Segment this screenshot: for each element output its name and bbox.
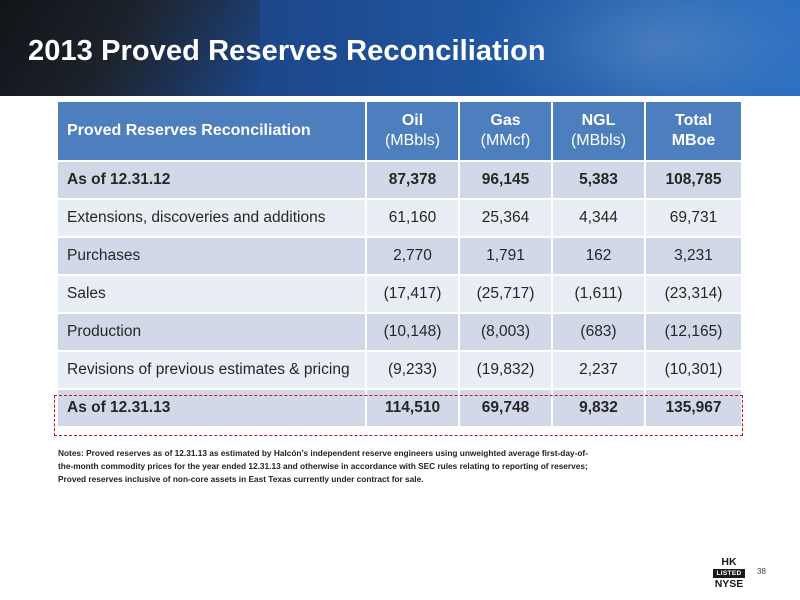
table-row: Production (10,148) (8,003) (683) (12,16… [56,312,743,352]
header-oil-unit: (MBbls) [384,132,441,149]
row-label: Extensions, discoveries and additions [56,198,367,238]
header-ngl-title: NGL [581,112,616,129]
header-total-title: Total [674,112,713,129]
table-row: Revisions of previous estimates & pricin… [56,350,743,390]
cell-gas: (25,717) [458,274,553,314]
table-row: Sales (17,417) (25,717) (1,611) (23,314) [56,274,743,314]
cell-gas: 1,791 [458,236,553,276]
row-label: Sales [56,274,367,314]
logo-exchange: NYSE [714,578,744,590]
logo-ticker: HK [721,556,737,568]
reserves-table: Proved Reserves Reconciliation Oil (MBbl… [56,100,743,428]
cell-oil: 61,160 [365,198,460,238]
cell-oil: (17,417) [365,274,460,314]
cell-oil: 2,770 [365,236,460,276]
cell-ngl: 9,832 [551,388,646,428]
header-gas-unit: (MMcf) [480,132,531,149]
header-dark-accent [0,0,260,96]
cell-total: 108,785 [644,160,743,200]
header-ngl-unit: (MBbls) [570,132,627,149]
page-number: 38 [757,567,766,576]
reserves-table-container: Proved Reserves Reconciliation Oil (MBbl… [56,100,743,428]
logo-listed: LISTED [713,569,745,578]
cell-oil: (10,148) [365,312,460,352]
footnotes: Notes: Proved reserves as of 12.31.13 as… [58,448,588,484]
header-label: Proved Reserves Reconciliation [56,100,367,162]
cell-gas: 69,748 [458,388,553,428]
table-row: Extensions, discoveries and additions 61… [56,198,743,238]
row-label: As of 12.31.12 [56,160,367,200]
cell-ngl: 162 [551,236,646,276]
table-row: Purchases 2,770 1,791 162 3,231 [56,236,743,276]
cell-ngl: 2,237 [551,350,646,390]
cell-oil: (9,233) [365,350,460,390]
cell-gas: (19,832) [458,350,553,390]
cell-oil: 114,510 [365,388,460,428]
row-label: Purchases [56,236,367,276]
header-oil: Oil (MBbls) [365,100,460,162]
cell-gas: 96,145 [458,160,553,200]
header-shine [480,0,800,96]
header-ngl: NGL (MBbls) [551,100,646,162]
header-oil-title: Oil [401,112,424,129]
cell-ngl: (1,611) [551,274,646,314]
cell-total: 69,731 [644,198,743,238]
nyse-listed-logo: HK LISTED NYSE [713,557,745,590]
cell-gas: 25,364 [458,198,553,238]
cell-oil: 87,378 [365,160,460,200]
cell-ngl: (683) [551,312,646,352]
slide-title: 2013 Proved Reserves Reconciliation [28,35,546,67]
slide-header: 2013 Proved Reserves Reconciliation [0,0,800,96]
header-total-unit: MBoe [671,132,716,149]
header-total: Total MBoe [644,100,743,162]
cell-ngl: 5,383 [551,160,646,200]
cell-ngl: 4,344 [551,198,646,238]
table-row-total: As of 12.31.13 114,510 69,748 9,832 135,… [56,388,743,428]
table-row: As of 12.31.12 87,378 96,145 5,383 108,7… [56,160,743,200]
row-label: Revisions of previous estimates & pricin… [56,350,367,390]
table-header-row: Proved Reserves Reconciliation Oil (MBbl… [56,100,743,162]
cell-total: 135,967 [644,388,743,428]
cell-total: (12,165) [644,312,743,352]
header-gas-title: Gas [490,112,521,129]
cell-total: (23,314) [644,274,743,314]
row-label: As of 12.31.13 [56,388,367,428]
cell-total: (10,301) [644,350,743,390]
header-gas: Gas (MMcf) [458,100,553,162]
cell-gas: (8,003) [458,312,553,352]
cell-total: 3,231 [644,236,743,276]
row-label: Production [56,312,367,352]
